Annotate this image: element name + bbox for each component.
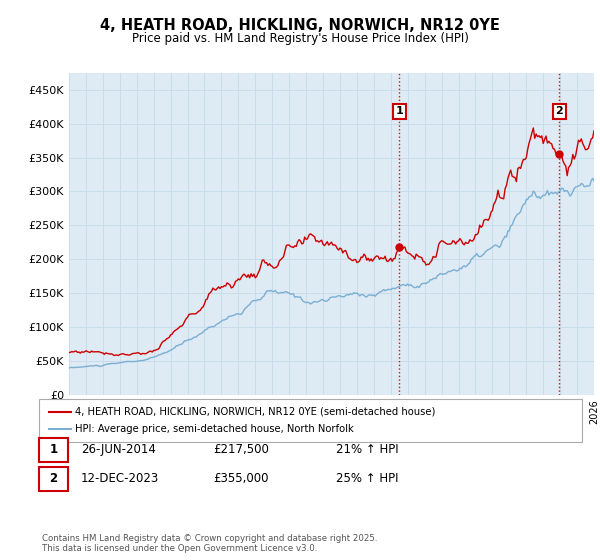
Text: 4, HEATH ROAD, HICKLING, NORWICH, NR12 0YE (semi-detached house): 4, HEATH ROAD, HICKLING, NORWICH, NR12 0… (75, 407, 436, 417)
Text: Price paid vs. HM Land Registry's House Price Index (HPI): Price paid vs. HM Land Registry's House … (131, 31, 469, 45)
Text: £355,000: £355,000 (213, 472, 269, 486)
Text: 21% ↑ HPI: 21% ↑ HPI (336, 443, 398, 456)
Text: 1: 1 (395, 106, 403, 116)
Text: 1: 1 (49, 443, 58, 456)
Text: 2: 2 (49, 472, 58, 486)
Text: 25% ↑ HPI: 25% ↑ HPI (336, 472, 398, 486)
Text: 12-DEC-2023: 12-DEC-2023 (81, 472, 159, 486)
Text: 26-JUN-2014: 26-JUN-2014 (81, 443, 156, 456)
Text: HPI: Average price, semi-detached house, North Norfolk: HPI: Average price, semi-detached house,… (75, 424, 354, 435)
Text: £217,500: £217,500 (213, 443, 269, 456)
Text: 4, HEATH ROAD, HICKLING, NORWICH, NR12 0YE: 4, HEATH ROAD, HICKLING, NORWICH, NR12 0… (100, 18, 500, 32)
Text: Contains HM Land Registry data © Crown copyright and database right 2025.
This d: Contains HM Land Registry data © Crown c… (42, 534, 377, 553)
Text: 2: 2 (556, 106, 563, 116)
